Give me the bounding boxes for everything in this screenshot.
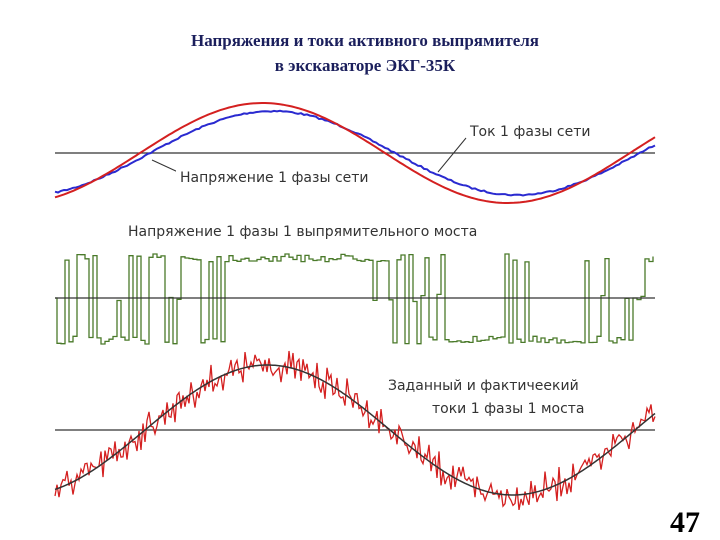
title-line: в экскаваторе ЭКГ-35К — [275, 56, 456, 75]
pwm-wave — [55, 253, 654, 345]
actual-current — [54, 350, 656, 511]
wave-label: Напряжение 1 фазы сети — [180, 170, 369, 186]
current-waves — [54, 350, 656, 511]
current-wave — [54, 102, 656, 204]
wave-label: Напряжение 1 фазы 1 выпрямительного мост… — [128, 224, 477, 240]
voltage-wave — [54, 109, 656, 197]
reference-current — [54, 364, 656, 496]
wave-label: Ток 1 фазы сети — [469, 124, 590, 140]
title-line: Напряжения и токи активного выпрямителя — [191, 31, 539, 50]
grid-waves — [54, 102, 656, 204]
page-number: 47 — [670, 506, 700, 539]
pointer — [437, 137, 467, 173]
wave-label: Заданный и фактичеекий — [388, 378, 579, 394]
wave-label: токи 1 фазы 1 моста — [432, 401, 585, 417]
pwm-wave — [55, 253, 654, 345]
pointer — [151, 159, 179, 173]
label-bg — [176, 166, 388, 188]
